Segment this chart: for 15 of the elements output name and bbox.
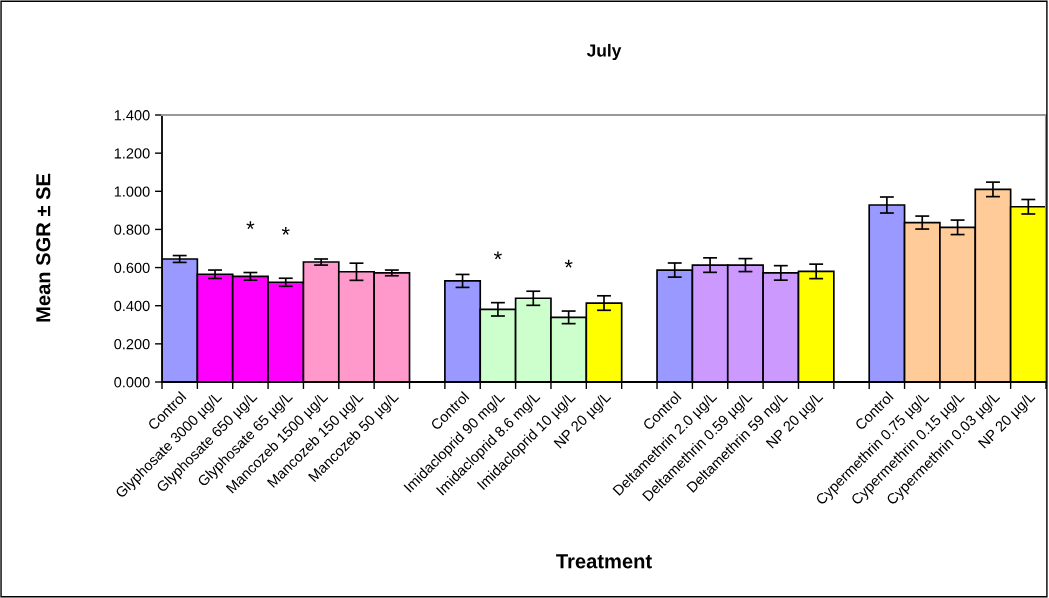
y-tick-label: 0.400: [114, 300, 150, 312]
y-axis-title: Mean SGR ± SE: [36, 173, 51, 322]
annotation: *: [493, 251, 502, 260]
annotation: *: [246, 221, 255, 230]
y-tick-label: 0.600: [114, 262, 150, 273]
chart-title: July: [586, 43, 622, 61]
y-tick-label: 0.200: [114, 338, 150, 350]
y-tick-label: 1.400: [114, 110, 150, 121]
annotation: *: [281, 227, 290, 235]
y-tick-label: 0.000: [114, 377, 150, 388]
x-axis-title: Treatment: [556, 554, 652, 569]
annotation: *: [564, 259, 573, 268]
y-tick-label: 0.800: [114, 224, 150, 235]
y-tick-label: 1.200: [114, 148, 150, 159]
y-tick-label: 1.000: [114, 186, 150, 197]
